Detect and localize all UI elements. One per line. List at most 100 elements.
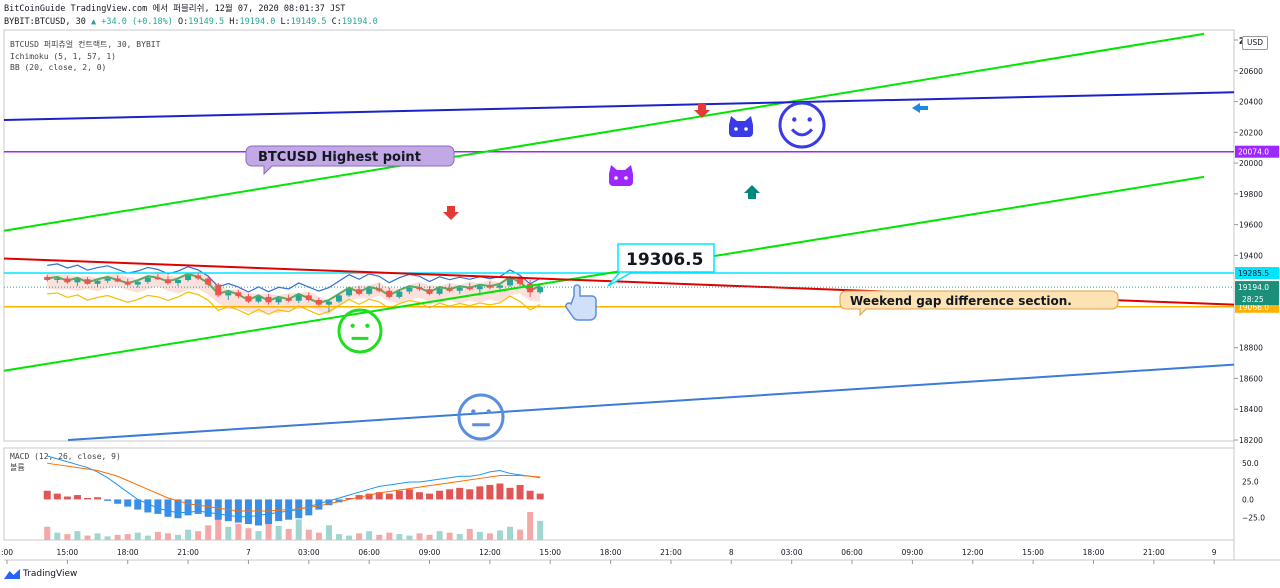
time-tick-label: 03:00 <box>781 548 803 557</box>
logo-text: TradingView <box>23 569 78 579</box>
macd-hist-bar <box>114 499 122 504</box>
macd-tick-label: −25.0 <box>1242 514 1265 523</box>
currency-button[interactable]: USD <box>1242 36 1268 50</box>
open-value: 19149.5 <box>188 17 225 27</box>
candle-body <box>346 289 353 296</box>
cat-face-icon-eye <box>744 127 748 131</box>
macd-hist-bar <box>375 492 383 500</box>
macd-hist-bar <box>244 499 252 525</box>
volume-bar <box>325 525 332 540</box>
callout-weekend-gap-text: Weekend gap difference section. <box>850 294 1072 308</box>
candle-body <box>406 287 413 292</box>
close-value: 19194.0 <box>341 17 378 27</box>
candle-body <box>285 298 292 301</box>
candle-body <box>416 287 423 290</box>
candle-body <box>386 290 393 297</box>
candle-body <box>205 278 212 285</box>
callout-price-text: 19306.5 <box>626 250 703 270</box>
volume-bar <box>527 512 534 540</box>
candle-body <box>215 284 222 296</box>
macd-hist-bar <box>104 499 112 501</box>
candle-body <box>245 296 252 302</box>
low-value: 19149.5 <box>290 17 327 27</box>
callout-highest-point <box>245 145 455 176</box>
macd-hist-bar <box>506 487 514 500</box>
close-label: C: <box>331 17 342 27</box>
candle-body <box>517 278 524 284</box>
time-tick-label: 9 <box>1212 548 1217 557</box>
candle-body <box>94 280 101 284</box>
macd-hist-bar <box>385 493 393 500</box>
macd-hist-bar <box>134 499 142 510</box>
volume-bar <box>235 523 242 540</box>
volume-bar <box>285 528 292 540</box>
ohlc-line: BYBIT:BTCUSD, 30 ▲ +34.0 (+0.18%) O:1914… <box>4 17 378 27</box>
legend-macd[interactable]: MACD (12, 26, close, 9) <box>10 452 121 461</box>
high-label: H: <box>229 17 240 27</box>
macd-tick-label: 25.0 <box>1242 477 1259 486</box>
candle-body <box>486 286 493 288</box>
legend-ichimoku[interactable]: Ichimoku (5, 1, 57, 1) <box>10 52 116 61</box>
smiley-neutral-icon <box>337 308 383 354</box>
smiley-tilted-icon <box>457 393 505 441</box>
volume-bar <box>416 533 423 540</box>
macd-hist-bar <box>436 490 444 500</box>
candle-body <box>476 286 483 290</box>
candle-body <box>64 278 71 283</box>
macd-hist-bar <box>214 499 222 520</box>
volume-bar <box>94 533 101 540</box>
candle-body <box>507 278 513 286</box>
macd-hist-bar <box>395 490 403 500</box>
volume-bar <box>114 534 121 540</box>
candle-body <box>185 275 192 280</box>
time-tick-label: 21:00 <box>1143 548 1165 557</box>
time-tick-label: 03:00 <box>298 548 320 557</box>
price-tick-label: 20200 <box>1239 128 1263 137</box>
volume-bar <box>396 534 403 540</box>
volume-bar <box>215 517 222 540</box>
candle-body <box>436 288 443 294</box>
volume-bar <box>225 526 232 540</box>
price-label-highest-point: 20074.0 <box>1238 148 1269 157</box>
candle-body <box>114 278 121 282</box>
candle-body <box>255 296 262 302</box>
macd-hist-bar <box>194 499 202 514</box>
smiley-tilted-icon-eye <box>486 409 491 414</box>
volume-bar <box>144 535 151 540</box>
candle-body <box>325 301 332 305</box>
arrow-up-icon <box>744 185 760 199</box>
change-label: ▲ +34.0 (+0.18%) <box>91 17 173 27</box>
candle-body <box>195 275 202 279</box>
volume-bar <box>185 529 192 540</box>
candle-body <box>154 277 161 280</box>
price-tick-label: 18400 <box>1239 405 1263 414</box>
time-tick-label: 18:00 <box>600 548 622 557</box>
countdown-label: 28:25 <box>1242 295 1264 304</box>
legend-title: BTCUSD 퍼피츄얼 컨트랙트, 30, BYBIT <box>10 40 161 49</box>
price-tick-label: 18200 <box>1239 436 1263 445</box>
cat-face-icon-eye <box>734 127 738 131</box>
candle-body <box>44 276 51 280</box>
pointing-hand-icon <box>565 284 597 321</box>
time-tick-label: :00 <box>1 548 13 557</box>
volume-bar <box>346 535 353 540</box>
legend-volume[interactable]: 볼륨 <box>10 463 25 472</box>
legend-bb[interactable]: BB (20, close, 2, 0) <box>10 63 107 72</box>
macd-hist-bar <box>415 492 423 500</box>
candle-body <box>175 280 182 284</box>
time-tick-label: 18:00 <box>117 548 139 557</box>
macd-hist-bar <box>466 489 474 500</box>
macd-hist-bar <box>345 497 353 500</box>
macd-hist-bar <box>63 496 71 500</box>
macd-hist-bar <box>53 493 61 500</box>
macd-hist-bar <box>164 499 172 517</box>
price-tick-label: 19400 <box>1239 251 1263 260</box>
macd-hist-bar <box>476 486 484 500</box>
time-tick-label: 12:00 <box>479 548 501 557</box>
volume-bar <box>386 532 393 540</box>
macd-hist-bar <box>446 489 454 500</box>
macd-hist-bar <box>405 489 413 500</box>
macd-tick-label: 50.0 <box>1242 459 1259 468</box>
macd-hist-bar <box>486 484 494 500</box>
